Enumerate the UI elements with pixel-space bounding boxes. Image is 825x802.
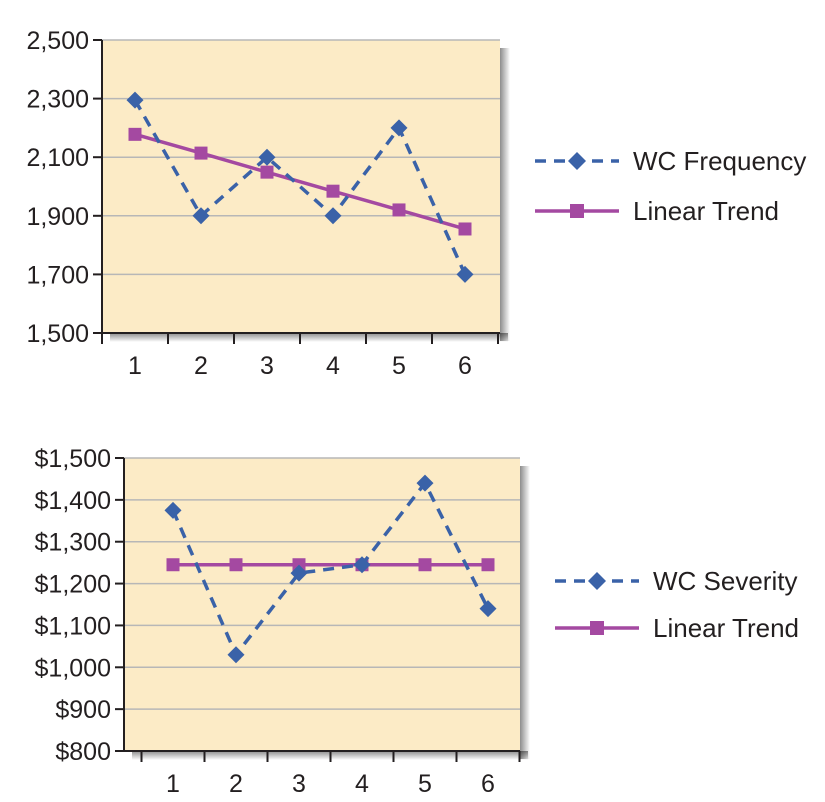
legend-label: WC Severity [653,566,797,596]
diamond-marker [258,148,276,166]
y-tick-label: 1,900 [26,203,89,231]
y-tick-label: $1,100 [35,612,111,640]
square-marker [326,184,340,198]
square-marker [194,146,208,160]
legend-item-observed: WC Severity [555,566,797,596]
legend-diamond-marker [568,152,586,170]
diamond-marker [126,91,144,109]
square-marker [458,222,472,236]
x-tick-label: 3 [292,770,306,798]
x-tick-label: 1 [128,352,142,380]
legend-item-observed: WC Frequency [535,146,806,176]
x-tick-label: 6 [481,770,495,798]
square-marker [481,558,495,572]
diamond-marker [290,564,308,582]
legend-label: Linear Trend [653,613,799,643]
x-tick-label: 3 [260,352,274,380]
x-tick-label: 2 [229,770,243,798]
legend-label: Linear Trend [633,196,779,226]
y-tick-label: 2,300 [26,86,89,114]
series-line-dashed [171,479,490,659]
x-tick-label: 5 [418,770,432,798]
series-line-trend [134,132,466,231]
diamond-marker [390,119,408,137]
y-tick-label: 1,500 [26,320,89,348]
y-tick-label: $800 [55,738,111,766]
square-marker [392,203,406,217]
square-marker [418,558,432,572]
diamond-marker [227,646,245,664]
plot-shadow-right [500,48,510,341]
plot-shadow-right [520,466,530,759]
chart-frequency: 1,500 1,700 1,900 2,100 2,300 2,500 1 2 3 4 5 6 WC F… [26,27,806,380]
legend-diamond-marker [588,572,606,590]
plot-area [124,458,520,751]
diamond-marker [479,600,497,618]
legend-square-marker [570,204,584,218]
y-tick-label: 1,700 [26,261,89,289]
square-marker [166,558,180,572]
legend-item-trend: Linear Trend [555,613,799,643]
legend-square-marker [590,621,604,635]
diamond-marker [324,207,342,225]
y-tick-label: $1,400 [35,487,111,515]
legend-item-trend: Linear Trend [535,196,779,226]
x-tick-label: 6 [458,352,472,380]
series-line-dashed [133,99,467,276]
x-tick-label: 5 [392,352,406,380]
legend-label: WC Frequency [633,146,806,176]
square-marker [229,558,243,572]
diamond-marker [164,501,182,519]
y-tick-label: $1,200 [35,571,111,599]
y-tick-label: $900 [55,696,111,724]
y-tick-label: $1,000 [35,654,111,682]
x-tick-label: 1 [166,770,180,798]
diamond-marker [416,474,434,492]
plot-shadow-bottom [110,333,508,342]
square-marker [128,127,142,141]
diamond-marker [192,207,210,225]
y-tick-label: 2,500 [26,27,89,55]
square-marker [260,165,274,179]
chart-severity: $800 $900 $1,000 $1,100 $1,200 $1,300 $1,400 $1… [35,445,799,798]
x-tick-label: 4 [326,352,340,380]
x-tick-label: 2 [194,352,208,380]
diamond-marker [353,556,371,574]
y-tick-label: $1,300 [35,529,111,557]
x-tick-label: 4 [355,770,369,798]
diamond-marker [456,265,474,283]
y-tick-label: $1,500 [35,445,111,473]
y-tick-label: 2,100 [26,144,89,172]
